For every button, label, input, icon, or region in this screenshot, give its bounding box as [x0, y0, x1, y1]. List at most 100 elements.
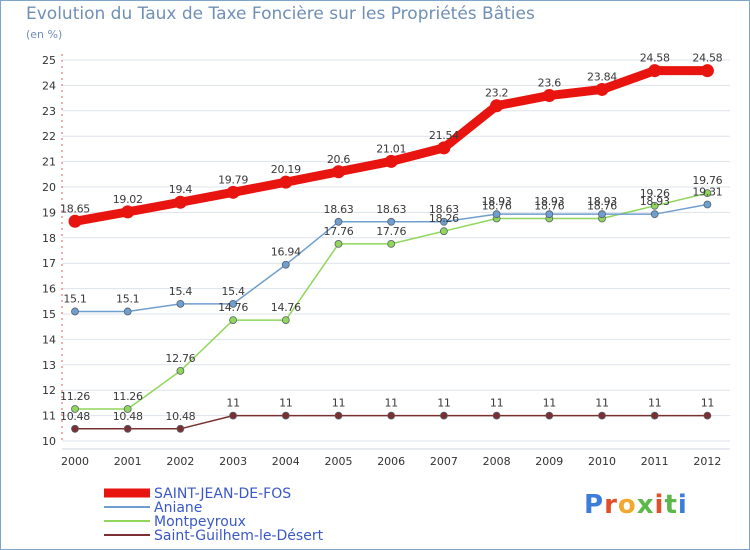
data-label-3: 10.48 — [165, 410, 195, 423]
x-tick-label: 2006 — [377, 455, 405, 468]
logo-letter: P — [584, 490, 605, 520]
data-point-0 — [68, 214, 82, 228]
data-label-0: 20.19 — [271, 163, 301, 176]
x-tick-label: 2005 — [325, 455, 353, 468]
data-point-3 — [71, 424, 79, 433]
data-label-2: 17.76 — [324, 225, 354, 238]
chart-title: Evolution du Taux de Taxe Foncière sur l… — [26, 4, 535, 24]
data-label-3: 10.48 — [113, 410, 143, 423]
data-label-2: 12.76 — [165, 352, 195, 365]
data-label-1: 15.1 — [116, 292, 139, 305]
data-point-1 — [334, 217, 343, 226]
data-point-2 — [71, 405, 79, 413]
data-point-1 — [439, 217, 448, 226]
legend-label: Aniane — [154, 500, 202, 516]
data-label-1: 18.93 — [587, 195, 617, 208]
data-point-3 — [123, 424, 132, 433]
data-label-1: 19.31 — [692, 186, 722, 199]
unit-label: (en %) — [26, 28, 63, 41]
data-label-2: 14.76 — [218, 301, 248, 314]
data-label-3: 11 — [648, 397, 661, 410]
data-point-3 — [334, 411, 343, 420]
logo-letter: x — [636, 490, 655, 520]
data-label-3: 11 — [279, 397, 292, 410]
data-label-0: 20.6 — [327, 153, 351, 166]
x-tick-label: 2003 — [219, 455, 247, 468]
data-point-3 — [598, 411, 606, 420]
data-label-1: 18.63 — [429, 203, 459, 216]
data-label-1: 15.4 — [169, 285, 193, 298]
data-point-1 — [71, 307, 79, 316]
legend-label: Saint-Guilhem-le-Désert — [154, 528, 324, 544]
data-label-1: 15.4 — [221, 285, 245, 298]
y-tick-label: 10 — [42, 435, 56, 448]
data-point-0 — [384, 154, 398, 168]
data-label-2: 11.26 — [113, 390, 143, 403]
data-point-0 — [700, 64, 714, 78]
data-label-3: 11 — [595, 397, 608, 410]
data-label-1: 18.63 — [376, 203, 406, 216]
data-point-2 — [123, 405, 132, 413]
legend-label: Montpeyroux — [154, 514, 246, 530]
x-tick-label: 2010 — [588, 455, 616, 468]
data-label-2: 11.26 — [60, 390, 90, 403]
data-point-0 — [121, 205, 135, 219]
data-label-3: 11 — [384, 397, 397, 410]
data-label-2: 17.76 — [376, 225, 406, 238]
data-point-2 — [439, 227, 448, 236]
data-label-0: 21.01 — [376, 142, 406, 155]
y-tick-label: 13 — [42, 359, 56, 372]
data-point-2 — [176, 366, 185, 375]
y-tick-label: 12 — [42, 384, 56, 397]
y-tick-label: 20 — [42, 181, 56, 194]
y-tick-label: 15 — [42, 308, 56, 321]
data-point-3 — [703, 411, 712, 420]
y-tick-label: 11 — [42, 410, 56, 423]
x-tick-label: 2002 — [166, 455, 194, 468]
y-tick-label: 23 — [42, 105, 56, 118]
data-label-0: 24.58 — [640, 52, 670, 65]
data-label-3: 10.48 — [60, 410, 90, 423]
data-point-3 — [229, 411, 238, 420]
logo-letter: r — [604, 490, 618, 520]
data-point-2 — [281, 316, 290, 324]
y-tick-label: 22 — [42, 130, 56, 143]
x-tick-label: 2011 — [641, 455, 669, 468]
x-tick-label: 2009 — [535, 455, 563, 468]
data-label-3: 11 — [701, 397, 714, 410]
data-point-2 — [334, 239, 343, 248]
data-label-2: 18.76 — [534, 199, 564, 212]
data-point-1 — [123, 307, 132, 316]
data-label-1: 18.93 — [482, 195, 512, 208]
data-point-2 — [387, 239, 396, 248]
data-point-1 — [492, 210, 501, 219]
data-point-0 — [542, 89, 556, 103]
data-point-1 — [598, 210, 606, 219]
data-label-2: 18.76 — [482, 199, 512, 212]
x-tick-label: 2012 — [693, 455, 721, 468]
logo-letter: t — [664, 490, 678, 520]
data-point-3 — [545, 411, 554, 420]
data-label-2: 19.76 — [692, 174, 722, 187]
data-label-1: 18.93 — [640, 195, 670, 208]
data-point-0 — [490, 99, 504, 113]
logo-letter: o — [617, 490, 637, 520]
y-tick-label: 24 — [42, 79, 56, 92]
data-point-1 — [650, 210, 659, 219]
data-label-3: 11 — [543, 397, 556, 410]
data-point-0 — [648, 64, 662, 78]
y-tick-label: 18 — [42, 232, 56, 245]
x-tick-label: 2008 — [483, 455, 511, 468]
data-point-1 — [703, 200, 712, 209]
data-label-0: 21.54 — [429, 129, 459, 142]
y-tick-label: 21 — [42, 156, 56, 169]
data-point-3 — [439, 411, 448, 420]
data-label-0: 23.6 — [538, 77, 562, 90]
data-label-2: 18.26 — [429, 212, 459, 225]
data-point-1 — [387, 217, 396, 226]
data-point-1 — [281, 260, 290, 269]
data-label-0: 19.02 — [113, 193, 143, 206]
y-tick-label: 14 — [42, 333, 56, 346]
y-tick-label: 19 — [42, 206, 56, 219]
